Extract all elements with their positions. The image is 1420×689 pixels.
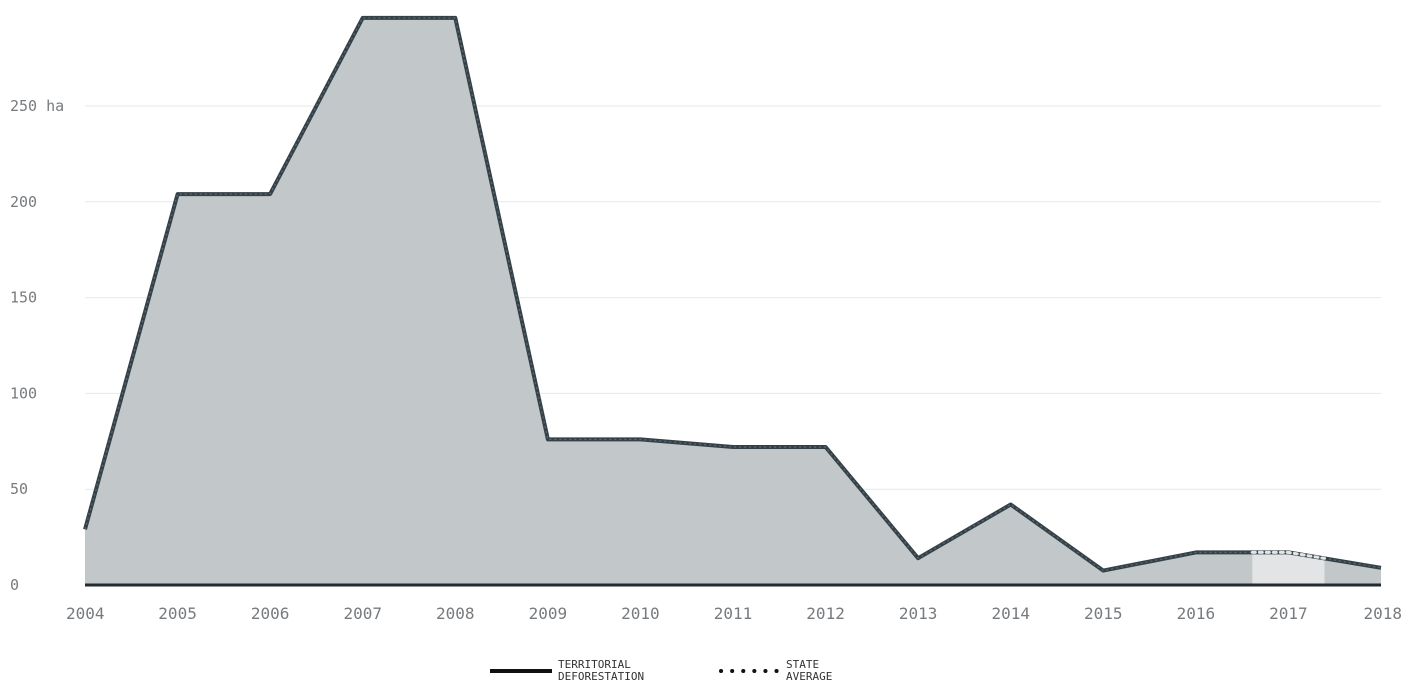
x-tick-label-2006: 2006 [251, 604, 290, 623]
legend-label-territorial-deforestation: TERRITORIAL DEFORESTATION [558, 658, 645, 683]
y-tick-label-100: 100 [10, 384, 37, 402]
area-layer [85, 17, 1381, 585]
legend-swatch-solid [490, 669, 552, 673]
y-axis-ticks: 0 50 100 150 200 250 ha [10, 97, 64, 594]
x-tick-label-2016: 2016 [1177, 604, 1216, 623]
legend-swatch-dotted [719, 669, 780, 673]
x-tick-label-2018: 2018 [1363, 604, 1402, 623]
x-tick-label-2014: 2014 [991, 604, 1030, 623]
legend-item-territorial-deforestation[interactable]: TERRITORIAL DEFORESTATION [490, 659, 668, 683]
x-tick-label-2013: 2013 [899, 604, 938, 623]
x-tick-label-2007: 2007 [343, 604, 382, 623]
y-tick-label-50: 50 [10, 480, 28, 498]
x-tick-label-2004: 2004 [66, 604, 105, 623]
x-tick-label-2009: 2009 [529, 604, 568, 623]
x-tick-label-2011: 2011 [714, 604, 753, 623]
y-tick-label-150: 150 [10, 289, 37, 307]
y-tick-label-250: 250 ha [10, 97, 64, 115]
series-line-state-average [84, 17, 1382, 572]
x-tick-label-2017: 2017 [1269, 604, 1308, 623]
highlight-band-2017 [1252, 552, 1325, 585]
area-fill-territorial-deforestation [85, 17, 1381, 585]
highlight-dotted-state-average [1250, 550, 1327, 560]
x-tick-label-2008: 2008 [436, 604, 475, 623]
y-tick-label-0: 0 [10, 576, 19, 594]
legend: TERRITORIAL DEFORESTATION STATE AVERAGE [0, 659, 1420, 689]
series-lines [83, 15, 1382, 573]
x-axis-ticks: 2004 2005 2006 2007 2008 2009 2010 2011 2012 2013… [66, 604, 1402, 623]
legend-item-state-average[interactable]: STATE AVERAGE [718, 659, 896, 683]
x-tick-label-2010: 2010 [621, 604, 660, 623]
y-tick-label-200: 200 [10, 193, 37, 211]
x-tick-label-2015: 2015 [1084, 604, 1123, 623]
x-tick-label-2012: 2012 [806, 604, 845, 623]
x-tick-label-2005: 2005 [158, 604, 197, 623]
legend-label-state-average: STATE AVERAGE [786, 658, 833, 683]
